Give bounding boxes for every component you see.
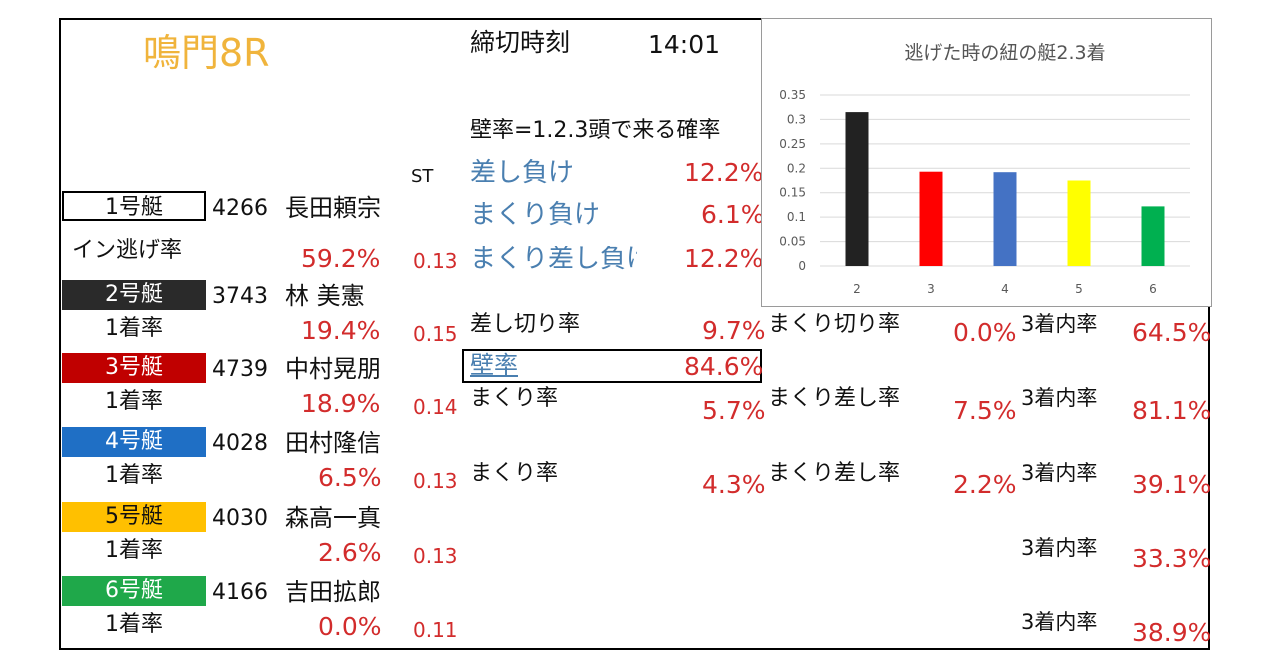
boat-1-reg: 4266 [212,196,268,221]
boat-4-stat: 6.5% [318,463,382,492]
wall-rate-label: 壁率 [470,351,518,379]
bar-chart: 逃げた時の紐の艇2.3着 0 0.05 0.1 0.15 0.2 0.25 0.3 0.35 2 3… [779,42,1190,296]
top3-value-5: 33.3% [1132,544,1212,573]
y-tick-label: 0.3 [787,112,806,126]
bar-5 [1067,180,1091,266]
makurizashi-value-4: 2.2% [953,470,1017,499]
boat-2-reg: 3743 [212,284,268,309]
boat-5-stat-label: 1着率 [105,538,163,563]
wall-rate-box [462,349,762,383]
boat-5-badge: 5号艇 [62,502,206,532]
top3-label-4: 3着内率 [1021,461,1098,485]
top3-label-5: 3着内率 [1021,536,1098,560]
deadline-label: 締切時刻 [470,28,571,57]
boat-5-reg: 4030 [212,506,268,531]
boat-1-badge: 1号艇 [62,191,206,221]
boat-1-st: 0.13 [413,249,458,273]
boat-2-st: 0.15 [413,322,458,346]
race-title: 鳴門8R [143,31,270,75]
boat-4-racer: 田村隆信 [285,429,381,457]
boat-3-racer: 中村晃朋 [285,355,381,383]
y-tick-label: 0.15 [779,186,806,200]
boat-3-stat: 18.9% [301,389,381,418]
x-tick-label: 5 [1075,282,1083,296]
sashikiri-value: 9.7% [702,316,766,345]
top3-label-2: 3着内率 [1021,312,1098,336]
makurizashi-label-4: まくり差し率 [768,461,901,486]
boat-3-badge: 3号艇 [62,353,206,383]
x-tick-label: 6 [1149,282,1157,296]
boat-3-reg: 4739 [212,357,268,382]
boat-1-racer: 長田頼宗 [285,194,381,222]
boat-1-stat: 59.2% [301,244,381,273]
boat-4-stat-label: 1着率 [105,463,163,488]
bar-chart-panel: 逃げた時の紐の艇2.3着 0 0.05 0.1 0.15 0.2 0.25 0.3 0.35 2 3… [761,18,1212,307]
top3-label-3: 3着内率 [1021,386,1098,410]
y-tick-label: 0.1 [787,210,806,224]
boat-6-stat: 0.0% [318,612,382,641]
bar-6 [1141,206,1165,266]
makuri-label-4: まくり率 [470,461,559,486]
lose-makuri-label: まくり負け [470,200,601,230]
y-tick-label: 0.05 [779,235,806,249]
lose-makurizashi-label: まくり差し負け [470,246,637,272]
x-tick-label: 2 [853,282,861,296]
y-tick-label: 0.35 [779,88,806,102]
chart-title: 逃げた時の紐の艇2.3着 [904,42,1105,64]
makuri-label-3: まくり率 [470,386,559,411]
bar-2 [845,112,869,266]
boat-6-badge: 6号艇 [62,576,206,606]
boat-4-reg: 4028 [212,431,268,456]
top3-value-2: 64.5% [1132,318,1212,347]
boat-5-stat: 2.6% [318,538,382,567]
makuri-value-3: 5.7% [702,396,766,425]
boat-2-badge: 2号艇 [62,280,206,310]
boat-2-stat-label: 1着率 [105,316,163,341]
x-tick-label: 4 [1001,282,1009,296]
bar-4 [993,172,1017,266]
st-header: ST [411,166,434,187]
boat-1-stat-label: イン逃げ率 [72,238,183,263]
wall-rate-value: 84.6% [684,352,764,381]
y-tick-label: 0 [798,259,806,273]
boat-2-racer: 林 美憲 [285,282,365,310]
makurikiri-value: 0.0% [953,318,1017,347]
lose-makuri-value: 6.1% [701,200,765,229]
makuri-value-4: 4.3% [702,470,766,499]
deadline-time: 14:01 [648,30,721,59]
wall-rate-note: 壁率=1.2.3頭で来る確率 [470,118,721,143]
top3-value-3: 81.1% [1132,396,1212,425]
boat-3-stat-label: 1着率 [105,389,163,414]
boat-6-st: 0.11 [413,618,458,642]
boat-5-racer: 森高一真 [285,504,381,532]
lose-sashi-value: 12.2% [684,158,764,187]
boat-6-racer: 吉田拡郎 [285,578,381,606]
bar-3 [919,171,943,266]
top3-value-6: 38.9% [1132,618,1212,647]
boat-4-st: 0.13 [413,469,458,493]
boat-3-st: 0.14 [413,395,458,419]
boat-2-stat: 19.4% [301,316,381,345]
y-tick-label: 0.25 [779,137,806,151]
makurizashi-label-3: まくり差し率 [768,386,901,411]
boat-4-badge: 4号艇 [62,427,206,457]
lose-sashi-label: 差し負け [470,158,575,188]
makurikiri-label: まくり切り率 [768,312,901,337]
sashikiri-label: 差し切り率 [470,312,581,337]
boat-5-st: 0.13 [413,544,458,568]
boat-6-stat-label: 1着率 [105,612,163,637]
top3-value-4: 39.1% [1132,470,1212,499]
boat-6-reg: 4166 [212,580,268,605]
x-tick-label: 3 [927,282,935,296]
y-tick-label: 0.2 [787,161,806,175]
makurizashi-value-3: 7.5% [953,396,1017,425]
top3-label-6: 3着内率 [1021,610,1098,634]
lose-makurizashi-value: 12.2% [684,244,764,273]
